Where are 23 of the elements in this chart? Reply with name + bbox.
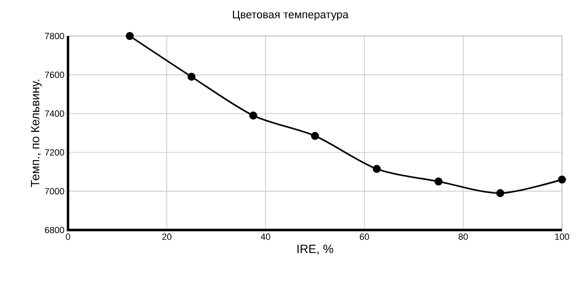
- y-tick-label: 6800: [44, 226, 64, 234]
- x-tick-label: 20: [162, 234, 172, 240]
- point: [558, 176, 566, 184]
- x-tick-label: 0: [66, 234, 70, 240]
- x-tick-label: 80: [458, 234, 468, 240]
- y-tick-label: 7200: [44, 149, 64, 156]
- y-tick-label: 7800: [44, 32, 64, 40]
- x-axis-title: IRE, %: [298, 244, 334, 255]
- point: [496, 189, 504, 198]
- y-tick-label: 7000: [44, 188, 64, 194]
- point: [434, 178, 442, 186]
- point: [188, 72, 196, 81]
- chart-title: Цветовая температура: [232, 10, 349, 20]
- y-tick-label: 7600: [44, 72, 64, 78]
- x-tick-label: 100: [555, 234, 570, 240]
- y-axis-title: Темп., по Кельвину.: [30, 80, 42, 187]
- y-tick-label: 7400: [44, 110, 64, 117]
- x-tick-label: 40: [260, 234, 270, 240]
- x-tick-label: 60: [360, 234, 370, 240]
- point: [372, 164, 381, 173]
- point: [249, 112, 258, 120]
- point: [126, 32, 134, 40]
- point: [311, 132, 319, 140]
